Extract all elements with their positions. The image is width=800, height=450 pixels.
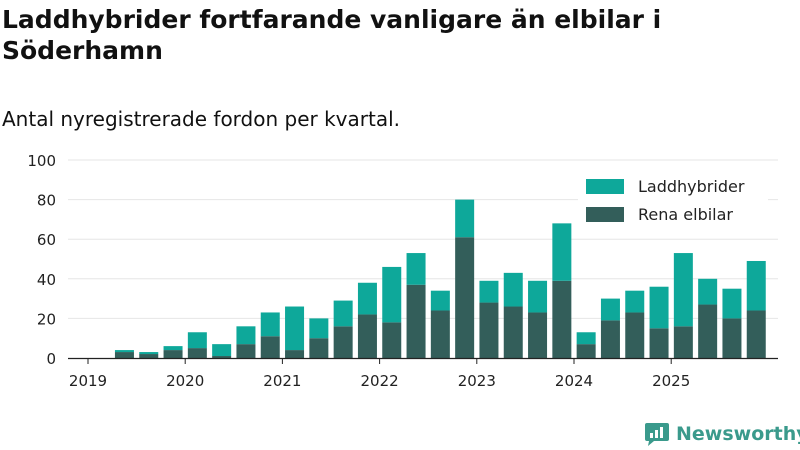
bar-rena-elbilar: [114, 352, 134, 358]
bar-rena-elbilar: [722, 318, 742, 358]
bar-laddhybrider: [406, 253, 426, 285]
y-tick-label: 40: [37, 271, 56, 289]
bar-rena-elbilar: [382, 322, 402, 358]
bar-rena-elbilar: [746, 310, 766, 358]
bar-rena-elbilar: [673, 326, 693, 358]
bar-laddhybrider: [479, 280, 499, 303]
brand-name: Newsworthy: [676, 423, 800, 445]
bar-laddhybrider: [698, 278, 718, 305]
bar-rena-elbilar: [260, 336, 280, 358]
bar-laddhybrider: [236, 326, 256, 345]
legend-swatch: [586, 207, 624, 222]
bar-rena-elbilar: [187, 348, 207, 358]
x-tick-label: 2019: [69, 372, 107, 390]
bar-laddhybrider: [746, 260, 766, 311]
bar-rena-elbilar: [528, 312, 548, 358]
bar-laddhybrider: [333, 300, 353, 327]
bar-laddhybrider: [163, 346, 183, 351]
y-axis: 0 20 40 60 80 100: [27, 152, 56, 368]
bar-rena-elbilar: [649, 328, 669, 358]
bar-laddhybrider: [503, 272, 523, 307]
bar-laddhybrider: [576, 332, 596, 345]
x-tick-label: 2022: [361, 372, 399, 390]
bar-rena-elbilar: [285, 350, 305, 358]
bar-rena-elbilar: [309, 338, 329, 358]
newsworthy-logo: Newsworthy: [644, 420, 800, 448]
bar-rena-elbilar: [430, 310, 450, 358]
bar-rena-elbilar: [576, 344, 596, 358]
x-axis: 2019 2020 2021 2022 2023 2024 2025: [68, 357, 778, 390]
bar-laddhybrider: [187, 332, 207, 349]
bar-rena-elbilar: [625, 312, 645, 358]
legend: Laddhybrider Rena elbilar: [578, 173, 768, 237]
bar-laddhybrider: [382, 266, 402, 323]
bar-laddhybrider: [114, 350, 134, 353]
bar-rena-elbilar: [552, 280, 572, 358]
bar-rena-elbilar: [212, 356, 232, 358]
bar-laddhybrider: [309, 318, 329, 339]
bar-laddhybrider: [552, 223, 572, 281]
y-tick-label: 20: [37, 310, 56, 328]
x-tick-label: 2023: [458, 372, 496, 390]
y-tick-label: 0: [46, 350, 56, 368]
bar-rena-elbilar: [600, 320, 620, 358]
bar-laddhybrider: [455, 199, 475, 238]
bar-laddhybrider: [430, 290, 450, 311]
bar-rena-elbilar: [698, 304, 718, 358]
legend-swatch: [586, 179, 624, 194]
bar-rena-elbilar: [455, 237, 475, 358]
bar-laddhybrider: [260, 312, 280, 337]
bar-rena-elbilar: [163, 350, 183, 358]
bar-laddhybrider: [285, 306, 305, 351]
bars: [114, 199, 766, 358]
bar-rena-elbilar: [479, 302, 499, 358]
bar-laddhybrider: [673, 253, 693, 327]
bar-rena-elbilar: [236, 344, 256, 358]
x-tick-label: 2024: [555, 372, 593, 390]
y-tick-label: 100: [27, 152, 56, 170]
bar-laddhybrider: [722, 288, 742, 319]
bar-laddhybrider: [212, 344, 232, 357]
bar-laddhybrider: [357, 282, 377, 315]
y-tick-label: 60: [37, 231, 56, 249]
x-tick-label: 2025: [652, 372, 690, 390]
bar-rena-elbilar: [139, 354, 159, 358]
bar-laddhybrider: [625, 290, 645, 313]
x-tick-label: 2021: [263, 372, 301, 390]
x-tick-label: 2020: [166, 372, 204, 390]
bar-laddhybrider: [600, 298, 620, 321]
legend-label: Rena elbilar: [638, 205, 733, 224]
legend-label: Laddhybrider: [638, 177, 745, 196]
bar-laddhybrider: [649, 286, 669, 329]
newsworthy-logo-icon: [645, 423, 669, 446]
bar-rena-elbilar: [406, 284, 426, 358]
chart-subtitle: Antal nyregistrerade fordon per kvartal.: [2, 107, 401, 131]
y-tick-label: 80: [37, 192, 56, 210]
bar-rena-elbilar: [503, 306, 523, 358]
bar-laddhybrider: [528, 280, 548, 313]
chart-title: Laddhybrider fortfarande vanligare än el…: [2, 5, 662, 65]
bar-laddhybrider: [139, 352, 159, 355]
bar-rena-elbilar: [357, 314, 377, 358]
bar-rena-elbilar: [333, 326, 353, 358]
